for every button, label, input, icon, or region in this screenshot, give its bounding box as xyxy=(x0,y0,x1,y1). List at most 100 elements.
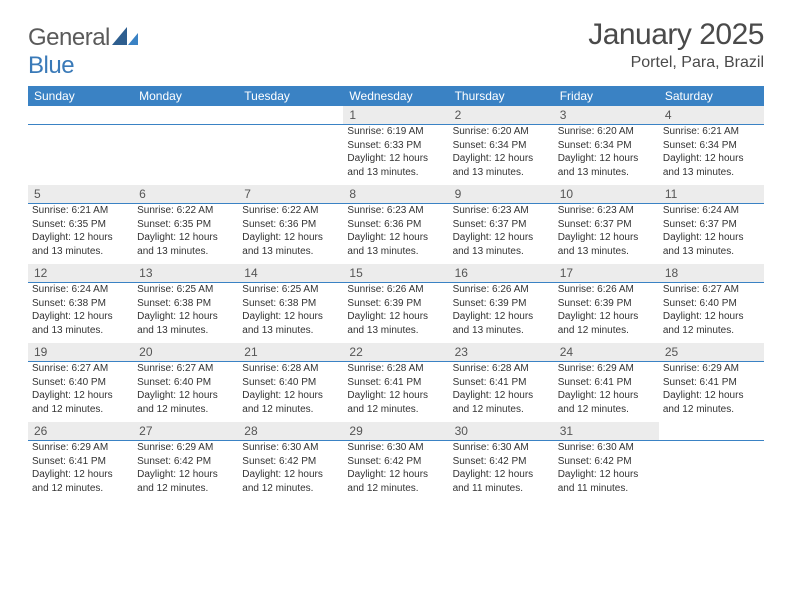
sunrise-line: Sunrise: 6:20 AM xyxy=(453,125,550,139)
sunrise-line: Sunrise: 6:28 AM xyxy=(242,362,339,376)
sunrise-line: Sunrise: 6:21 AM xyxy=(663,125,760,139)
sunset-line: Sunset: 6:42 PM xyxy=(347,455,444,469)
day-cell: Sunrise: 6:28 AMSunset: 6:41 PMDaylight:… xyxy=(343,362,448,423)
dayhead-fri: Friday xyxy=(554,86,659,106)
week-row: Sunrise: 6:29 AMSunset: 6:41 PMDaylight:… xyxy=(28,441,764,502)
day-number: 9 xyxy=(449,185,554,204)
calendar-page: General Blue January 2025 Portel, Para, … xyxy=(0,0,792,513)
sunrise-line: Sunrise: 6:26 AM xyxy=(453,283,550,297)
day-number: 22 xyxy=(343,343,448,362)
sunrise-line: Sunrise: 6:29 AM xyxy=(663,362,760,376)
day-cell: Sunrise: 6:22 AMSunset: 6:35 PMDaylight:… xyxy=(133,204,238,265)
day-cell: Sunrise: 6:29 AMSunset: 6:41 PMDaylight:… xyxy=(554,362,659,423)
location-label: Portel, Para, Brazil xyxy=(588,54,764,72)
week-row: Sunrise: 6:21 AMSunset: 6:35 PMDaylight:… xyxy=(28,204,764,265)
day-number: 26 xyxy=(28,422,133,441)
dayhead-sat: Saturday xyxy=(659,86,764,106)
day-cell: Sunrise: 6:30 AMSunset: 6:42 PMDaylight:… xyxy=(343,441,448,502)
sunset-line: Sunset: 6:39 PM xyxy=(453,297,550,311)
daylight-line: Daylight: 12 hours and 13 minutes. xyxy=(453,310,550,337)
day-number: 30 xyxy=(449,422,554,441)
sunset-line: Sunset: 6:38 PM xyxy=(242,297,339,311)
sunset-line: Sunset: 6:39 PM xyxy=(347,297,444,311)
day-cell: Sunrise: 6:20 AMSunset: 6:34 PMDaylight:… xyxy=(554,125,659,186)
daylight-line: Daylight: 12 hours and 11 minutes. xyxy=(558,468,655,495)
sunset-line: Sunset: 6:38 PM xyxy=(32,297,129,311)
day-header-row: Sunday Monday Tuesday Wednesday Thursday… xyxy=(28,86,764,106)
day-cell: Sunrise: 6:23 AMSunset: 6:37 PMDaylight:… xyxy=(449,204,554,265)
day-cell: Sunrise: 6:26 AMSunset: 6:39 PMDaylight:… xyxy=(343,283,448,344)
sunrise-line: Sunrise: 6:23 AM xyxy=(558,204,655,218)
sunrise-line: Sunrise: 6:29 AM xyxy=(32,441,129,455)
dayhead-thu: Thursday xyxy=(449,86,554,106)
day-number: 31 xyxy=(554,422,659,441)
daylight-line: Daylight: 12 hours and 13 minutes. xyxy=(32,231,129,258)
day-number xyxy=(28,106,133,125)
day-cell xyxy=(28,125,133,186)
day-number: 6 xyxy=(133,185,238,204)
day-number: 18 xyxy=(659,264,764,283)
day-cell xyxy=(133,125,238,186)
day-cell: Sunrise: 6:25 AMSunset: 6:38 PMDaylight:… xyxy=(133,283,238,344)
sunrise-line: Sunrise: 6:26 AM xyxy=(558,283,655,297)
day-number: 3 xyxy=(554,106,659,125)
day-number: 23 xyxy=(449,343,554,362)
sunrise-line: Sunrise: 6:27 AM xyxy=(32,362,129,376)
daynum-row: 262728293031 xyxy=(28,422,764,441)
sunset-line: Sunset: 6:42 PM xyxy=(558,455,655,469)
daylight-line: Daylight: 12 hours and 12 minutes. xyxy=(558,310,655,337)
sunrise-line: Sunrise: 6:22 AM xyxy=(137,204,234,218)
daylight-line: Daylight: 12 hours and 12 minutes. xyxy=(137,468,234,495)
day-number: 28 xyxy=(238,422,343,441)
day-cell: Sunrise: 6:30 AMSunset: 6:42 PMDaylight:… xyxy=(238,441,343,502)
sunset-line: Sunset: 6:41 PM xyxy=(347,376,444,390)
day-cell: Sunrise: 6:21 AMSunset: 6:35 PMDaylight:… xyxy=(28,204,133,265)
day-number: 21 xyxy=(238,343,343,362)
month-title: January 2025 xyxy=(588,18,764,52)
sunset-line: Sunset: 6:37 PM xyxy=(558,218,655,232)
day-cell: Sunrise: 6:27 AMSunset: 6:40 PMDaylight:… xyxy=(659,283,764,344)
day-number: 2 xyxy=(449,106,554,125)
day-cell: Sunrise: 6:27 AMSunset: 6:40 PMDaylight:… xyxy=(133,362,238,423)
day-cell: Sunrise: 6:24 AMSunset: 6:37 PMDaylight:… xyxy=(659,204,764,265)
day-number: 10 xyxy=(554,185,659,204)
day-number: 17 xyxy=(554,264,659,283)
day-number: 13 xyxy=(133,264,238,283)
sunrise-line: Sunrise: 6:30 AM xyxy=(242,441,339,455)
sunrise-line: Sunrise: 6:19 AM xyxy=(347,125,444,139)
daylight-line: Daylight: 12 hours and 13 minutes. xyxy=(663,152,760,179)
daylight-line: Daylight: 12 hours and 13 minutes. xyxy=(137,310,234,337)
day-number: 25 xyxy=(659,343,764,362)
day-number: 1 xyxy=(343,106,448,125)
sunset-line: Sunset: 6:40 PM xyxy=(242,376,339,390)
day-cell: Sunrise: 6:29 AMSunset: 6:41 PMDaylight:… xyxy=(659,362,764,423)
calendar-table: Sunday Monday Tuesday Wednesday Thursday… xyxy=(28,86,764,501)
day-number: 5 xyxy=(28,185,133,204)
sunrise-line: Sunrise: 6:20 AM xyxy=(558,125,655,139)
sunset-line: Sunset: 6:34 PM xyxy=(453,139,550,153)
week-row: Sunrise: 6:24 AMSunset: 6:38 PMDaylight:… xyxy=(28,283,764,344)
sunset-line: Sunset: 6:39 PM xyxy=(558,297,655,311)
sunrise-line: Sunrise: 6:26 AM xyxy=(347,283,444,297)
daylight-line: Daylight: 12 hours and 12 minutes. xyxy=(32,468,129,495)
day-cell: Sunrise: 6:21 AMSunset: 6:34 PMDaylight:… xyxy=(659,125,764,186)
daylight-line: Daylight: 12 hours and 12 minutes. xyxy=(32,389,129,416)
sunset-line: Sunset: 6:33 PM xyxy=(347,139,444,153)
daylight-line: Daylight: 12 hours and 13 minutes. xyxy=(453,231,550,258)
sunrise-line: Sunrise: 6:22 AM xyxy=(242,204,339,218)
day-cell: Sunrise: 6:23 AMSunset: 6:36 PMDaylight:… xyxy=(343,204,448,265)
sunset-line: Sunset: 6:34 PM xyxy=(663,139,760,153)
brand-word-a: General xyxy=(28,24,110,51)
dayhead-tue: Tuesday xyxy=(238,86,343,106)
sunrise-line: Sunrise: 6:27 AM xyxy=(663,283,760,297)
daylight-line: Daylight: 12 hours and 13 minutes. xyxy=(347,152,444,179)
day-cell xyxy=(659,441,764,502)
day-cell: Sunrise: 6:28 AMSunset: 6:41 PMDaylight:… xyxy=(449,362,554,423)
daylight-line: Daylight: 12 hours and 13 minutes. xyxy=(347,231,444,258)
sunrise-line: Sunrise: 6:28 AM xyxy=(347,362,444,376)
day-cell: Sunrise: 6:30 AMSunset: 6:42 PMDaylight:… xyxy=(449,441,554,502)
day-cell: Sunrise: 6:26 AMSunset: 6:39 PMDaylight:… xyxy=(449,283,554,344)
day-number: 19 xyxy=(28,343,133,362)
daylight-line: Daylight: 12 hours and 13 minutes. xyxy=(242,310,339,337)
daylight-line: Daylight: 12 hours and 12 minutes. xyxy=(347,389,444,416)
